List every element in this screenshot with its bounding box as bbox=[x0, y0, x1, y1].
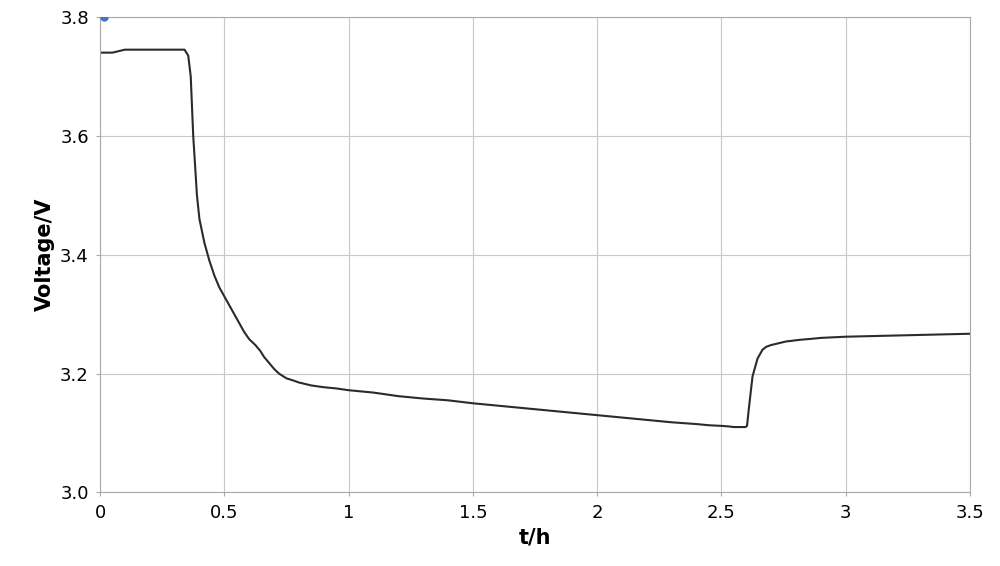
Y-axis label: Voltage/V: Voltage/V bbox=[35, 198, 55, 311]
X-axis label: t/h: t/h bbox=[519, 527, 551, 547]
